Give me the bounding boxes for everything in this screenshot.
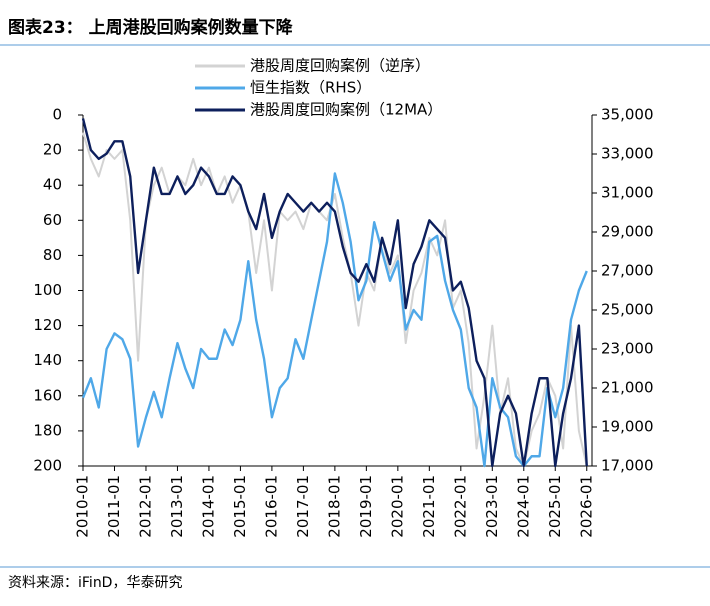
y-tick-label: 140 — [33, 351, 62, 369]
legend-label: 恒生指数（RHS） — [250, 79, 371, 97]
y-tick-label: 160 — [33, 386, 62, 404]
y-tick-label: 200 — [33, 457, 62, 475]
y-tick-label: 20 — [43, 141, 62, 159]
y2-tick-label: 17,000 — [601, 457, 654, 475]
y-tick-label: 100 — [33, 281, 62, 299]
legend-label: 港股周度回购案例（逆序） — [250, 57, 430, 75]
y-tick-label: 60 — [43, 211, 62, 229]
legend-label: 港股周度回购案例（12MA） — [250, 101, 442, 119]
x-tick-label: 2016-01 — [262, 475, 280, 538]
x-tick-label: 2017-01 — [294, 475, 312, 538]
x-tick-label: 2024-01 — [514, 475, 532, 538]
x-tick-label: 2026-01 — [577, 475, 595, 538]
series-line — [81, 118, 588, 468]
y2-tick-label: 29,000 — [601, 223, 654, 241]
x-tick-label: 2019-01 — [357, 475, 375, 538]
y2-tick-label: 33,000 — [601, 145, 654, 163]
y2-tick-label: 25,000 — [601, 301, 654, 319]
y2-tick-label: 35,000 — [601, 106, 654, 124]
x-tick-label: 2015-01 — [231, 475, 249, 538]
x-tick-label: 2020-01 — [388, 475, 406, 538]
x-tick-label: 2021-01 — [420, 475, 438, 538]
y2-tick-label: 19,000 — [601, 418, 654, 436]
y2-tick-label: 31,000 — [601, 184, 654, 202]
y-tick-label: 80 — [43, 246, 62, 264]
x-tick-label: 2023-01 — [483, 475, 501, 538]
series-line — [82, 132, 588, 467]
x-tick-label: 2014-01 — [199, 475, 217, 538]
y-tick-label: 40 — [43, 176, 62, 194]
x-tick-label: 2025-01 — [546, 475, 564, 538]
x-tick-label: 2018-01 — [325, 475, 343, 538]
x-tick-label: 2022-01 — [451, 475, 469, 538]
y2-tick-label: 27,000 — [601, 262, 654, 280]
x-tick-label: 2010-01 — [74, 475, 92, 538]
series-line — [81, 172, 588, 468]
y-tick-label: 0 — [52, 106, 62, 124]
y-tick-label: 180 — [33, 421, 62, 439]
y-tick-label: 120 — [33, 316, 62, 334]
y2-tick-label: 21,000 — [601, 379, 654, 397]
x-tick-label: 2011-01 — [105, 475, 123, 538]
source: 资料来源：iFinD，华泰研究 — [8, 575, 182, 591]
y2-tick-label: 23,000 — [601, 340, 654, 358]
x-tick-label: 2012-01 — [136, 475, 154, 538]
chart-title: 图表23： 上周港股回购案例数量下降 — [8, 17, 294, 38]
x-tick-label: 2013-01 — [168, 475, 186, 538]
